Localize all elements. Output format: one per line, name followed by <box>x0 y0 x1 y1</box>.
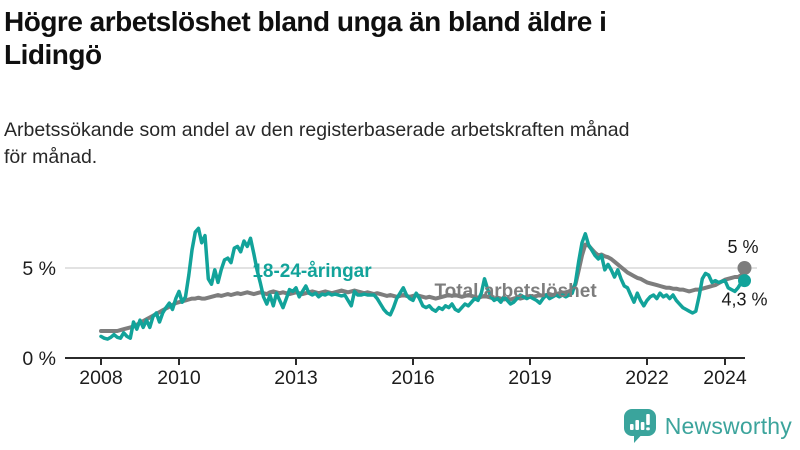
logo-bars-icon <box>629 414 650 431</box>
chart-title: Högre arbetslöshet bland unga än bland ä… <box>4 5 796 71</box>
x-tick-label-2022: 2022 <box>625 367 668 389</box>
x-tick-label-2010: 2010 <box>157 367 201 389</box>
end-dot-total <box>737 261 752 275</box>
chart-subtitle: Arbetssökande som andel av den registerb… <box>4 117 796 171</box>
series-line-youth <box>99 226 747 341</box>
series-line-total <box>99 242 747 333</box>
x-tick-label-2016: 2016 <box>391 367 434 389</box>
chart-subtitle-line1: Arbetssökande som andel av den registerb… <box>4 119 630 141</box>
y-axis-label-5pct: 5 % <box>22 258 56 280</box>
x-tick-label-2019: 2019 <box>508 367 551 389</box>
end-dot-youth <box>738 274 751 288</box>
series-label-youth: 18-24-åringar <box>252 261 372 282</box>
logo-bubble-shape <box>623 409 656 443</box>
x-tick-label-2013: 2013 <box>274 367 317 389</box>
x-tick-label-2008: 2008 <box>79 367 122 389</box>
line-chart: 2008 2010 2013 2016 2019 2022 2024 0 % 5 % Total … <box>0 205 800 400</box>
x-tick-label-2024: 2024 <box>703 367 747 389</box>
y-axis-label-0pct: 0 % <box>22 348 56 370</box>
chart-subtitle-line2: för månad. <box>4 146 98 168</box>
series-label-total: Total arbetslöshet <box>434 281 597 302</box>
newsworthy-branding: Newsworthy <box>623 406 792 446</box>
end-value-label-total: 5 % <box>728 237 759 257</box>
end-value-label-youth: 4,3 % <box>722 290 768 310</box>
chart-title-line1: Högre arbetslöshet bland unga än bland ä… <box>4 6 607 37</box>
chart-svg: 2008 2010 2013 2016 2019 2022 2024 0 % 5 % Total … <box>22 226 768 389</box>
newsworthy-logo-icon <box>623 409 656 443</box>
newsworthy-wordmark: Newsworthy <box>664 412 792 439</box>
chart-title-line2: Lidingö <box>4 39 102 70</box>
